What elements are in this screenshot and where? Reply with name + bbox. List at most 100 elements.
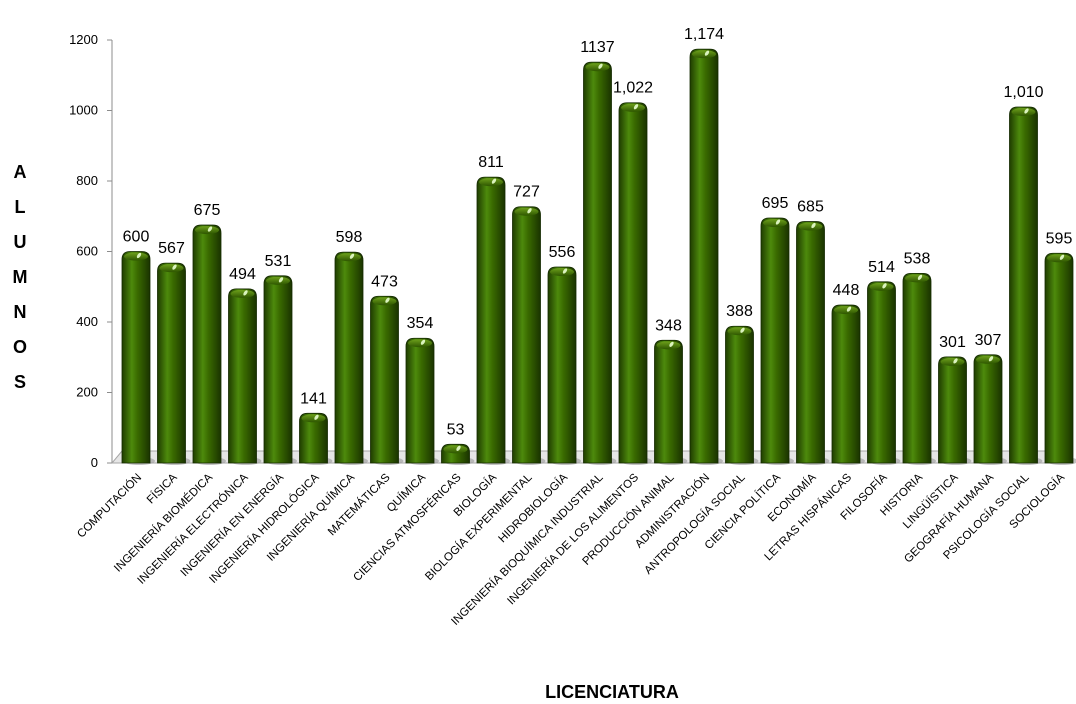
data-label: 531 (265, 253, 292, 270)
data-label: 141 (300, 390, 327, 407)
bar-sheen (385, 297, 390, 303)
data-label: 514 (868, 259, 895, 276)
bar-sheen (562, 268, 568, 274)
y-tick-label: 600 (76, 244, 98, 259)
data-label: 1,010 (1003, 84, 1043, 101)
x-tick-label: MATEMÁTICAS (325, 471, 393, 539)
bar-cap (656, 341, 681, 350)
bar-cap (798, 222, 823, 231)
bar (973, 354, 1003, 464)
y-axis-title-letter: S (14, 372, 26, 392)
bar-cap (692, 50, 716, 59)
x-axis-title: LICENCIATURA (545, 682, 679, 702)
bar-cap (230, 289, 255, 298)
bar (263, 275, 293, 464)
bar-sheen (278, 277, 284, 283)
bar-sheen (953, 358, 958, 364)
bar-cap (621, 103, 645, 112)
data-label: 727 (513, 184, 540, 201)
bar-cap (1047, 254, 1071, 263)
bar-sheen (811, 222, 816, 229)
y-axis-title-letter: U (14, 232, 27, 252)
x-tick-label: COMPUTACIÓN (75, 471, 145, 541)
bar-cap (550, 268, 574, 277)
bar-sheen (633, 104, 639, 110)
data-label: 598 (336, 229, 363, 246)
bar-sheen (598, 63, 603, 69)
bar-cap (763, 219, 787, 228)
bars (121, 48, 1076, 465)
data-label: 301 (939, 334, 966, 351)
bar-cap (585, 63, 610, 72)
data-label: 1137 (580, 39, 615, 56)
bar-cap (834, 306, 858, 315)
bar-sheen (846, 306, 852, 312)
bar (689, 48, 719, 464)
y-tick-label: 0 (91, 455, 98, 470)
bar-cap (195, 226, 219, 235)
bar-sheen (491, 178, 497, 184)
bar-sheen (1059, 254, 1065, 260)
bar-sheen (917, 274, 923, 280)
bar (405, 337, 435, 464)
bar (618, 102, 648, 464)
bar-sheen (243, 290, 248, 296)
x-tick-label: INGENIERÍA DE LOS ALIMENTOS (505, 471, 642, 608)
data-label: 348 (655, 317, 682, 334)
data-label: 685 (797, 199, 824, 216)
bar (370, 295, 399, 464)
y-axis-title-letter: M (13, 267, 28, 287)
bar-sheen (882, 283, 887, 289)
bar-cap (124, 252, 148, 261)
bar (547, 266, 577, 464)
bar-cap (1011, 107, 1036, 116)
bar-sheen (988, 356, 994, 362)
data-label: 1,174 (684, 26, 724, 43)
data-label: 675 (194, 202, 221, 219)
bar (725, 325, 754, 464)
bar-sheen (456, 445, 461, 451)
bar-sheen (669, 341, 674, 347)
bar-cap (514, 207, 539, 216)
data-label: 600 (123, 229, 150, 246)
x-tick-label: FÍSICA (144, 471, 180, 507)
data-label: 354 (407, 315, 434, 332)
bar-sheen (349, 253, 355, 259)
bar-cap (479, 178, 503, 187)
data-labels: 600 567 675 494 531 141 598 473 354 53 811 727 556 11… (123, 26, 1073, 438)
bar (867, 281, 896, 464)
y-tick-label: 1200 (69, 32, 98, 47)
bar-cap (408, 339, 432, 348)
bar (1044, 252, 1074, 464)
data-label: 595 (1046, 230, 1073, 247)
data-label: 448 (833, 282, 860, 299)
bar-cap (905, 274, 929, 283)
bar-cap (266, 276, 290, 285)
y-tick-label: 1000 (69, 103, 98, 118)
y-axis-title-letter: N (14, 302, 27, 322)
bar (476, 176, 506, 464)
bar (334, 251, 364, 464)
data-label: 473 (371, 273, 398, 290)
bar (831, 304, 861, 464)
bar-cap (372, 297, 397, 306)
bar-cap (337, 253, 361, 262)
bar (796, 221, 825, 464)
bar (583, 61, 612, 464)
data-label: 53 (447, 421, 465, 438)
bar-sheen (1024, 108, 1029, 114)
bar-cap (940, 357, 965, 366)
bar (121, 251, 151, 464)
bar (654, 339, 683, 464)
bar-sheen (775, 219, 781, 225)
bar-cap (869, 282, 894, 291)
bar-cap (301, 414, 326, 423)
data-label: 1,022 (613, 80, 653, 97)
bar (760, 217, 790, 464)
data-label: 556 (549, 244, 576, 261)
y-axis-title-letter: A (14, 162, 27, 182)
x-tick-label: HIDROBIOLOGÍA (496, 471, 570, 545)
bar-sheen (172, 264, 177, 270)
bar-sheen (740, 327, 745, 333)
